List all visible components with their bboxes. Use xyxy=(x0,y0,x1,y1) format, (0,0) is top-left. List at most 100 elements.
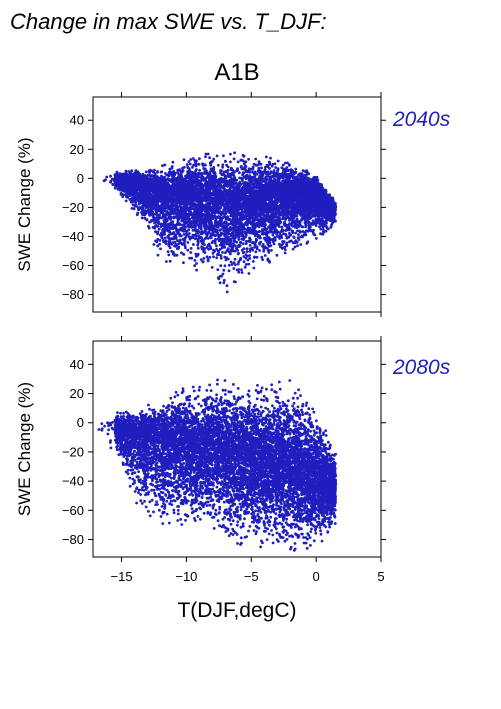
scatter-point xyxy=(182,158,186,162)
scatter-point xyxy=(224,251,227,255)
scatter-point xyxy=(240,268,243,272)
scatter-point xyxy=(245,250,249,254)
scatter-point xyxy=(224,258,228,262)
scatter-point xyxy=(237,238,241,241)
scatter-point xyxy=(147,226,151,230)
scatter-point xyxy=(150,218,154,222)
scatter-point xyxy=(220,217,224,220)
scatter-point xyxy=(139,211,143,214)
figure-title: Change in max SWE vs. T_DJF: xyxy=(10,9,327,34)
scatter-point xyxy=(216,163,220,167)
scatter-point xyxy=(297,233,300,237)
scatter-point xyxy=(221,272,225,276)
scatter-point xyxy=(156,224,160,228)
scatter-point xyxy=(197,162,201,166)
scatter-point xyxy=(227,269,231,273)
scatter-point xyxy=(254,250,258,254)
scatter-point xyxy=(318,225,321,229)
scatter-point xyxy=(105,175,109,179)
scatter-point xyxy=(159,247,162,251)
scatter-point xyxy=(214,237,217,241)
scatter-point xyxy=(319,227,323,231)
scatter-point xyxy=(247,157,251,161)
scatter-point xyxy=(235,268,239,272)
scatter-point xyxy=(258,249,261,252)
scatter-point xyxy=(171,160,175,164)
scatter-point xyxy=(156,232,159,236)
scatter-point xyxy=(244,263,248,266)
scatter-point xyxy=(229,260,233,264)
scatter-point xyxy=(232,157,236,161)
scenario-label: A1B xyxy=(214,59,259,86)
scatter-point xyxy=(262,236,266,240)
scatter-point xyxy=(296,244,299,248)
scatter-point xyxy=(210,241,214,245)
scatter-point xyxy=(294,167,298,171)
scatter-point xyxy=(168,259,172,263)
scatter-point xyxy=(195,268,199,272)
scatter-point xyxy=(165,260,168,263)
scatter-point xyxy=(224,159,227,163)
scatter-point xyxy=(239,165,243,169)
scatter-point xyxy=(158,239,162,242)
scatter-point xyxy=(242,260,246,264)
scatter-point xyxy=(253,245,256,249)
scatter-point xyxy=(226,257,230,261)
scatter-point xyxy=(124,199,128,203)
scatter-point xyxy=(235,247,238,250)
scatter-point xyxy=(275,253,279,257)
scatter-point xyxy=(221,243,225,247)
scatter-point xyxy=(218,247,222,251)
scatter-point xyxy=(231,242,235,246)
scatter-point xyxy=(219,256,223,260)
scatter-point xyxy=(177,245,181,249)
scatter-point xyxy=(233,170,236,174)
scatter-point xyxy=(223,264,227,268)
scatter-point xyxy=(184,174,187,178)
scatter-point xyxy=(257,186,261,190)
scatter-point xyxy=(198,157,201,161)
scatter-point xyxy=(193,259,197,262)
scatter-point xyxy=(181,166,184,170)
scatter-point xyxy=(188,256,192,260)
scatter-point xyxy=(255,255,259,259)
scatter-point xyxy=(208,156,212,160)
scatter-point xyxy=(186,241,190,244)
scatter-point xyxy=(156,253,160,257)
scatter-point xyxy=(330,223,333,227)
scatter-point xyxy=(198,168,202,172)
scatter-point xyxy=(215,256,219,260)
scatter-point xyxy=(221,165,225,169)
scatter-point xyxy=(237,251,240,255)
scatter-point xyxy=(291,247,295,251)
scatter-point xyxy=(187,232,191,235)
scatter-point xyxy=(232,280,236,283)
scatter-point xyxy=(200,236,203,239)
scatter-point xyxy=(217,277,221,281)
scatter-point xyxy=(287,228,291,232)
scatter-point xyxy=(193,210,197,213)
scatter-point xyxy=(261,258,264,261)
scatter-point xyxy=(314,237,318,240)
scatter-point xyxy=(206,152,210,156)
scatter-point xyxy=(219,254,223,258)
scatter-point xyxy=(212,166,216,169)
scatter-point xyxy=(152,243,156,246)
scatter-point xyxy=(184,246,187,250)
scatter-point xyxy=(189,170,192,174)
scatter-point xyxy=(175,253,179,257)
scatter-point xyxy=(253,170,257,174)
scatter-point xyxy=(236,262,240,266)
scatter-point xyxy=(301,230,305,233)
scatter-point xyxy=(267,251,271,254)
scatter-point xyxy=(204,155,207,159)
scatter-point xyxy=(196,253,200,257)
scatter-point xyxy=(264,176,268,180)
scatter-point xyxy=(223,245,227,249)
scatter-point xyxy=(185,229,189,233)
scatter-point xyxy=(156,237,160,241)
scatter-point xyxy=(245,247,249,251)
scatter-point xyxy=(233,244,237,248)
scatter-point xyxy=(191,228,195,232)
